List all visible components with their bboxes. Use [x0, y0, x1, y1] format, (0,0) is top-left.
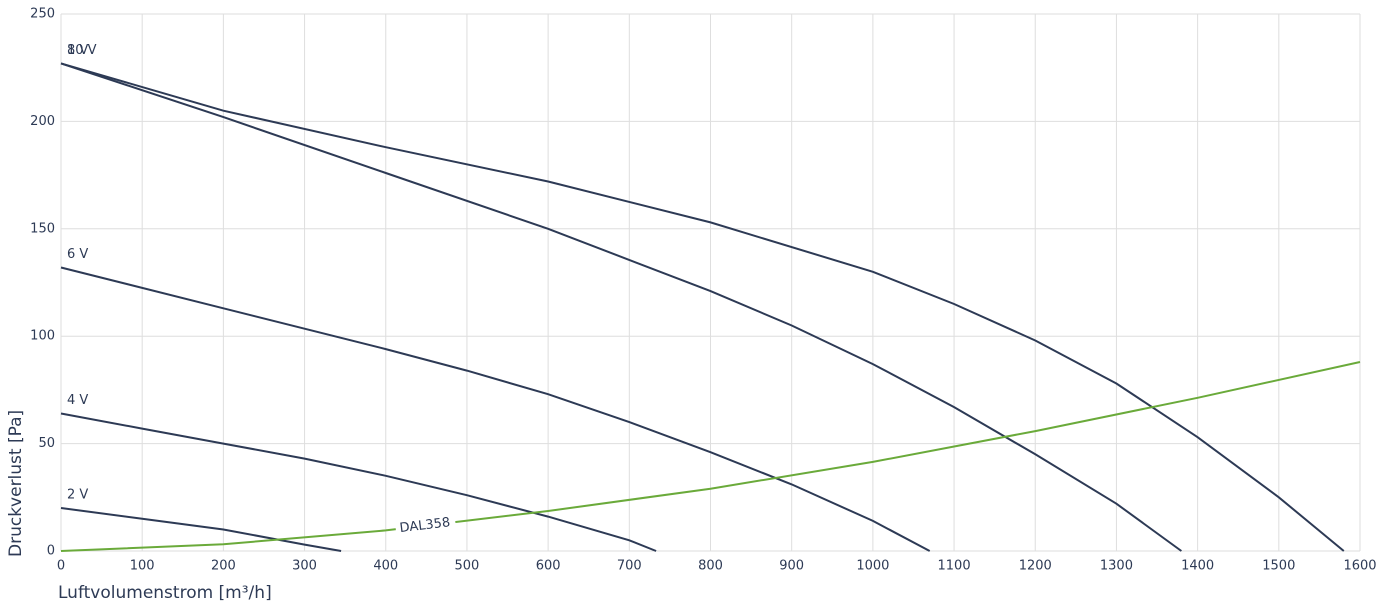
y-tick-label: 50: [38, 436, 55, 451]
series-label: DAL358: [399, 515, 451, 536]
x-tick-label: 400: [373, 559, 398, 574]
x-tick-label: 200: [211, 559, 236, 574]
x-tick-label: 1300: [1100, 559, 1133, 574]
series-label: 8 V: [67, 43, 88, 58]
series-label: 4 V: [67, 393, 88, 408]
x-tick-label: 800: [698, 559, 723, 574]
x-tick-label: 1600: [1343, 559, 1376, 574]
x-tick-label: 1400: [1181, 559, 1214, 574]
x-tick-label: 1200: [1019, 559, 1052, 574]
x-tick-label: 600: [536, 559, 561, 574]
y-tick-label: 200: [30, 114, 55, 129]
x-tick-label: 1500: [1262, 559, 1295, 574]
x-tick-label: 700: [617, 559, 642, 574]
y-tick-label: 100: [30, 329, 55, 344]
series-line: [60, 412, 657, 552]
series-label: 2 V: [67, 488, 88, 503]
series-label: 10 V: [67, 43, 97, 58]
series-line: [60, 361, 1361, 552]
x-tick-label: 100: [130, 559, 155, 574]
x-tick-label: 900: [779, 559, 804, 574]
y-tick-label: 150: [30, 221, 55, 236]
series-label-bg: [394, 513, 457, 539]
series-label: 6 V: [67, 247, 88, 262]
y-tick-label: 0: [47, 544, 55, 559]
y-tick-label: 250: [30, 7, 55, 22]
y-axis-title: Druckverlust [Pa]: [6, 410, 26, 557]
x-tick-label: 1000: [856, 559, 889, 574]
x-tick-label: 300: [292, 559, 317, 574]
x-tick-label: 1100: [938, 559, 971, 574]
x-tick-label: 0: [57, 559, 65, 574]
series-line: [60, 62, 1345, 552]
series-line: [60, 62, 1182, 552]
series-line: [60, 507, 342, 552]
x-tick-label: 500: [455, 559, 480, 574]
x-axis-title: Luftvolumenstrom [m³/h]: [58, 583, 272, 603]
series-line: [60, 266, 931, 552]
